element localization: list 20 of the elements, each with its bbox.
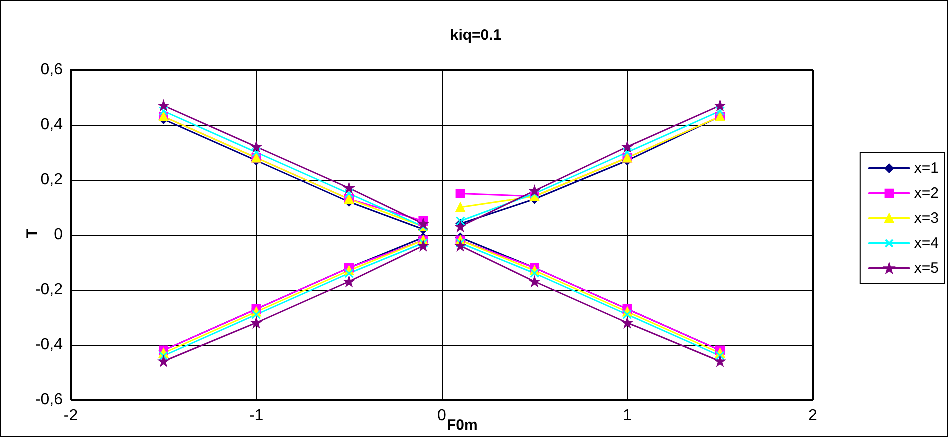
legend-label: x=2 <box>914 185 940 202</box>
x-tick-label: 2 <box>808 408 818 424</box>
chart-title: kiq=0.1 <box>450 27 502 44</box>
y-tick-label: -0,6 <box>35 392 64 408</box>
legend-label: x=1 <box>914 160 940 177</box>
x-tick-label: -1 <box>249 408 264 424</box>
y-tick-label: 0,2 <box>40 172 64 188</box>
x-axis-title: F0m <box>447 417 478 434</box>
y-tick-label: 0,4 <box>40 116 64 134</box>
y-axis-title: T <box>24 228 41 238</box>
x-tick-label: -2 <box>64 408 78 424</box>
y-tick-label: -0,2 <box>35 282 64 298</box>
legend-label: x=4 <box>914 235 940 252</box>
y-tick-label: -0,4 <box>35 336 64 354</box>
legend-label: x=3 <box>914 210 940 227</box>
y-tick-label: 0 <box>54 226 64 244</box>
x-tick-label: 0 <box>438 408 447 424</box>
y-tick-label: 0,6 <box>40 62 64 78</box>
x-tick-label: 1 <box>623 408 632 424</box>
legend-label: x=5 <box>914 260 940 277</box>
